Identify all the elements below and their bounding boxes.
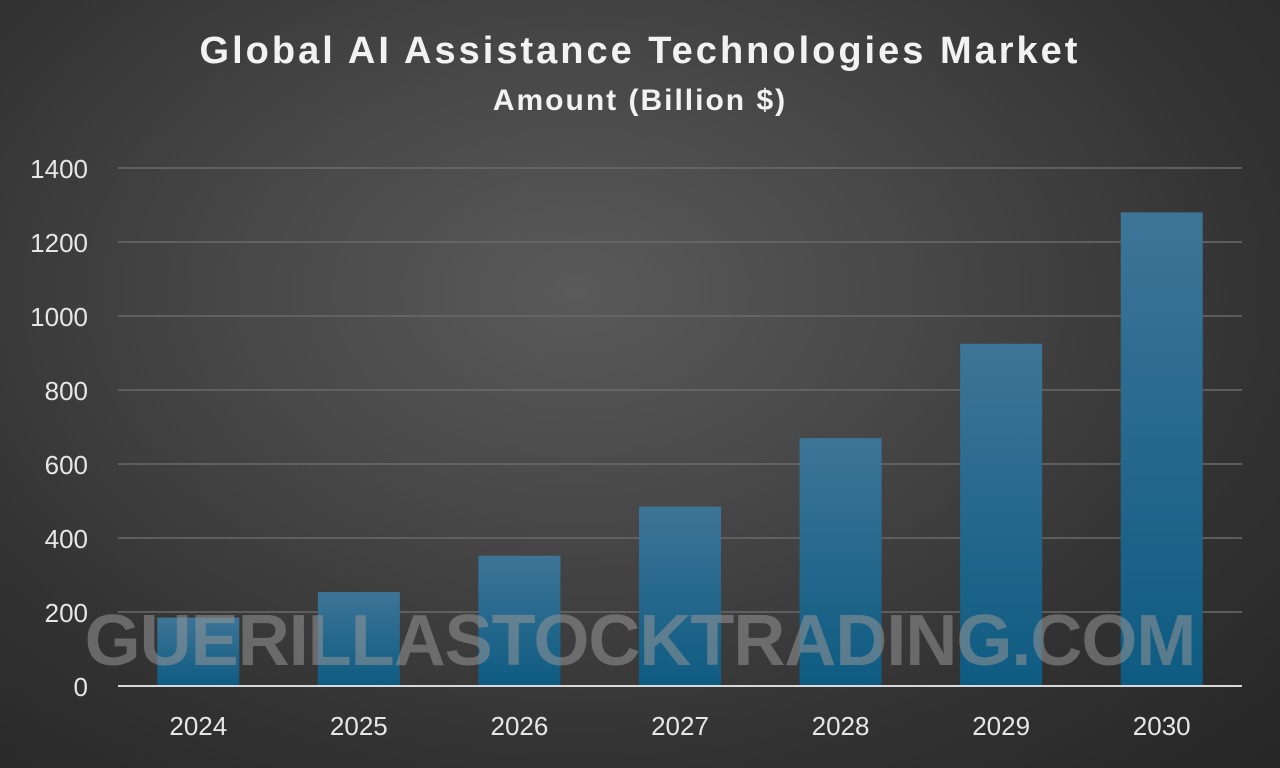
y-tick-label: 0 xyxy=(74,672,88,702)
x-tick-label: 2028 xyxy=(812,711,870,741)
bars xyxy=(157,212,1203,686)
y-axis-ticks: 0 200 400 600 800 1000 1200 1400 xyxy=(30,154,88,702)
y-tick-label: 600 xyxy=(45,450,88,480)
gridlines xyxy=(118,167,1242,613)
y-tick-label: 1000 xyxy=(30,302,88,332)
y-tick-label: 800 xyxy=(45,376,88,406)
chart-subtitle: Amount (Billion $) xyxy=(492,84,788,117)
bar-2025 xyxy=(317,592,400,686)
x-tick-label: 2027 xyxy=(651,711,709,741)
y-tick-label: 400 xyxy=(45,524,88,554)
chart-title: Global AI Assistance Technologies Market xyxy=(199,30,1081,72)
x-tick-label: 2030 xyxy=(1133,711,1191,741)
bar-2028 xyxy=(799,438,882,686)
x-tick-label: 2029 xyxy=(972,711,1030,741)
bar-2029 xyxy=(960,343,1043,686)
y-tick-label: 1400 xyxy=(30,154,88,184)
bar-2024 xyxy=(157,617,240,686)
bar-2026 xyxy=(478,555,561,686)
y-tick-label: 200 xyxy=(45,598,88,628)
x-tick-label: 2026 xyxy=(491,711,549,741)
x-tick-label: 2025 xyxy=(330,711,388,741)
y-tick-label: 1200 xyxy=(30,228,88,258)
x-axis-ticks: 2024 2025 2026 2027 2028 2029 2030 xyxy=(169,711,1190,741)
x-tick-label: 2024 xyxy=(169,711,227,741)
bar-2027 xyxy=(639,506,721,686)
bar-2030 xyxy=(1120,212,1203,686)
